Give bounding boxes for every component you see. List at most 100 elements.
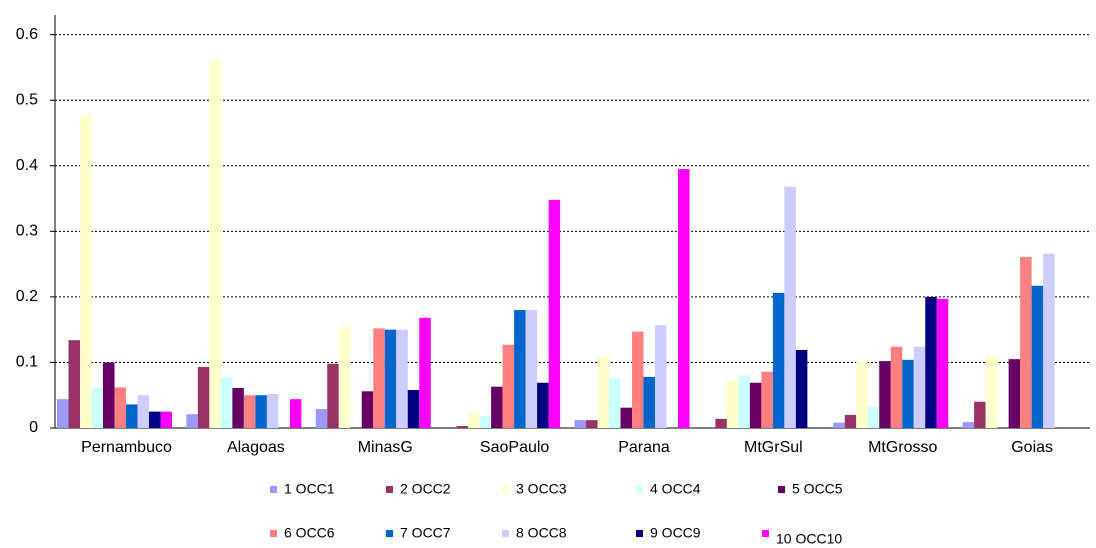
- legend-label: 7 OCC7: [400, 525, 451, 541]
- bar: [396, 329, 408, 428]
- legend-label: 10 OCC10: [776, 531, 842, 547]
- x-tick-label: SaoPaulo: [480, 439, 549, 456]
- bar: [795, 349, 808, 428]
- x-tick-label: MtGrSul: [744, 439, 803, 456]
- bar: [220, 376, 233, 428]
- bar: [548, 199, 561, 428]
- legend-swatch: [636, 530, 643, 537]
- bar: [913, 346, 926, 428]
- bar: [243, 395, 256, 428]
- bar: [456, 426, 469, 428]
- bar: [137, 395, 149, 428]
- bar: [114, 387, 126, 428]
- legend-swatch: [386, 486, 393, 493]
- bar: [844, 414, 857, 428]
- y-tick-label: 0: [29, 419, 38, 436]
- y-tick-label: 0.5: [16, 91, 38, 108]
- bar: [315, 408, 328, 428]
- bar: [419, 317, 431, 428]
- bar: [373, 328, 385, 428]
- bar: [772, 292, 785, 428]
- bar: [761, 371, 773, 428]
- bar: [833, 422, 845, 428]
- bar: [643, 376, 655, 428]
- bar: [1020, 256, 1032, 428]
- bar: [537, 382, 549, 428]
- bar: [985, 355, 998, 428]
- bar: [609, 378, 621, 428]
- y-tick-label: 0.4: [16, 157, 38, 174]
- bar: [574, 420, 586, 428]
- bar: [80, 114, 92, 429]
- bar: [856, 361, 868, 428]
- bar: [126, 404, 138, 428]
- bar: [149, 411, 161, 428]
- y-tick-label: 0.3: [16, 223, 38, 240]
- bar: [103, 362, 115, 428]
- x-tick-label: MinasG: [358, 439, 413, 456]
- bar: [1031, 285, 1044, 428]
- x-tick-label: Pernambuco: [81, 439, 172, 456]
- bar: [197, 367, 210, 428]
- bar: [468, 412, 480, 428]
- bar: [209, 59, 221, 428]
- bar: [232, 388, 244, 428]
- bar: [289, 399, 302, 428]
- legend-swatch: [270, 486, 277, 493]
- legend-swatch: [778, 486, 785, 493]
- legend-swatch: [270, 530, 277, 537]
- bar: [738, 375, 750, 428]
- bar: [502, 344, 515, 428]
- legend-label: 2 OCC2: [400, 481, 451, 497]
- bar: [186, 414, 198, 428]
- legend-swatch: [386, 530, 393, 537]
- legend-swatch: [502, 486, 509, 493]
- bar: [68, 340, 80, 428]
- bar: [1008, 359, 1021, 428]
- bar: [361, 391, 374, 428]
- bar: [327, 363, 339, 428]
- bar: [91, 388, 103, 428]
- bar: [586, 420, 598, 428]
- bar: [255, 395, 267, 428]
- bar: [597, 357, 609, 428]
- bar: [925, 296, 937, 428]
- x-tick-label: Alagoas: [227, 439, 285, 456]
- y-tick-label: 0.2: [16, 288, 38, 305]
- bar: [338, 327, 351, 428]
- bar: [936, 298, 949, 428]
- x-tick-label: Goias: [1011, 439, 1053, 456]
- bar: [879, 361, 891, 428]
- x-tick-label: Parana: [618, 439, 670, 456]
- bar: [902, 359, 914, 428]
- legend-label: 3 OCC3: [516, 481, 567, 497]
- bar: [160, 411, 172, 428]
- legend-label: 8 OCC8: [516, 525, 567, 541]
- legend-label: 5 OCC5: [792, 481, 843, 497]
- bar: [620, 407, 632, 428]
- bar: [678, 169, 690, 429]
- bar: [632, 331, 644, 428]
- legend-swatch: [636, 486, 643, 493]
- bar: [784, 186, 796, 428]
- legend-label: 9 OCC9: [650, 525, 701, 541]
- legend-label: 4 OCC4: [650, 481, 701, 497]
- bar: [479, 416, 492, 428]
- bar: [266, 393, 279, 428]
- bar: [726, 380, 739, 428]
- bar: [407, 389, 420, 428]
- bar: [525, 310, 538, 428]
- bar: [655, 325, 667, 428]
- bar: [749, 382, 762, 428]
- bar: [974, 401, 986, 428]
- bar: [491, 386, 503, 428]
- y-tick-label: 0.6: [16, 26, 38, 43]
- bar: [384, 329, 397, 428]
- legend-label: 6 OCC6: [284, 525, 335, 541]
- x-tick-label: MtGrosso: [868, 439, 937, 456]
- y-tick-label: 0.1: [16, 354, 38, 371]
- legend-swatch: [502, 530, 509, 537]
- legend-label: 1 OCC1: [284, 481, 335, 497]
